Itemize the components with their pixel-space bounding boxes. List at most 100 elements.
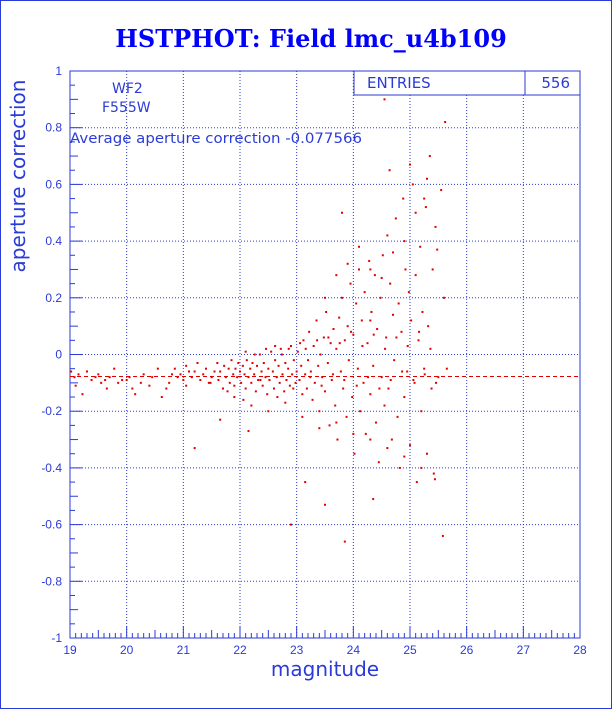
y-tick-label: -0.6	[41, 518, 62, 532]
data-point	[257, 379, 260, 382]
data-point	[341, 211, 343, 214]
data-point	[294, 381, 297, 384]
data-point	[168, 381, 171, 384]
data-point	[409, 163, 411, 166]
data-point	[241, 364, 244, 367]
data-point	[324, 390, 326, 393]
data-point	[407, 291, 410, 294]
data-point	[232, 373, 235, 376]
data-point	[277, 364, 280, 367]
data-point	[317, 364, 320, 367]
data-point	[305, 387, 308, 390]
data-point	[331, 373, 334, 376]
data-point	[176, 376, 179, 379]
data-point	[311, 398, 314, 401]
data-point	[81, 393, 84, 396]
data-point	[417, 339, 420, 342]
data-point	[74, 384, 77, 387]
data-point	[424, 206, 427, 209]
data-point	[379, 296, 382, 299]
data-point	[222, 387, 224, 390]
data-point	[267, 367, 270, 370]
data-point	[358, 268, 360, 271]
data-point	[326, 362, 329, 365]
data-point	[347, 359, 350, 362]
data-point	[397, 302, 400, 305]
data-point	[332, 327, 335, 330]
data-point	[376, 327, 379, 330]
data-point	[389, 282, 392, 285]
data-point	[377, 461, 380, 464]
data-point	[355, 384, 358, 387]
data-point	[404, 268, 407, 271]
data-point	[274, 344, 277, 347]
data-point	[429, 347, 432, 350]
data-point	[268, 379, 271, 382]
data-point	[433, 478, 436, 481]
data-point	[284, 362, 287, 365]
data-point	[389, 379, 392, 382]
data-point	[77, 373, 80, 376]
data-point	[131, 387, 134, 390]
data-point	[396, 415, 399, 418]
data-point	[362, 381, 365, 384]
data-point	[160, 396, 163, 399]
data-point	[253, 373, 256, 376]
data-point	[359, 410, 362, 413]
data-point	[104, 379, 107, 382]
camera-label: WF2	[112, 81, 143, 97]
data-point	[353, 452, 356, 455]
data-point	[444, 121, 447, 124]
data-point	[324, 296, 326, 299]
data-point	[368, 259, 371, 262]
x-tick-label: 20	[120, 643, 134, 657]
data-point	[318, 410, 321, 413]
data-point	[349, 282, 352, 285]
data-point	[276, 396, 279, 399]
data-point	[324, 503, 326, 506]
data-point	[242, 398, 245, 401]
y-tick-label: -1	[51, 631, 62, 645]
data-point	[313, 381, 316, 384]
y-tick-label: 0.2	[45, 291, 62, 305]
data-point	[171, 373, 173, 376]
data-point	[224, 376, 227, 379]
data-point	[279, 347, 282, 350]
data-point	[156, 367, 159, 370]
data-point	[440, 189, 443, 192]
data-point	[411, 183, 414, 186]
data-point	[366, 342, 369, 345]
data-point	[165, 387, 168, 390]
data-point	[304, 347, 307, 350]
data-point	[421, 310, 424, 313]
stats-entries-label: ENTRIES	[367, 74, 431, 92]
data-point	[240, 381, 243, 384]
data-point	[185, 364, 188, 367]
data-point	[406, 344, 409, 347]
data-point	[281, 373, 284, 376]
data-point	[219, 370, 222, 373]
data-point	[328, 424, 331, 427]
data-point	[108, 376, 111, 379]
data-point	[179, 373, 182, 376]
data-point	[73, 376, 76, 379]
data-point	[363, 291, 366, 294]
data-point	[342, 387, 345, 390]
data-point	[434, 225, 437, 228]
data-point	[250, 404, 253, 407]
data-point	[291, 373, 294, 376]
data-point	[395, 336, 398, 339]
data-point	[336, 438, 339, 441]
data-point	[372, 498, 375, 501]
data-point	[233, 396, 236, 399]
data-point	[386, 447, 389, 450]
data-point	[299, 342, 302, 345]
data-point	[445, 367, 448, 370]
data-point	[304, 481, 307, 484]
data-point	[199, 379, 202, 382]
data-point	[251, 362, 254, 365]
y-tick-label: 0.6	[45, 177, 62, 191]
data-point	[117, 381, 120, 384]
data-point	[287, 347, 290, 350]
